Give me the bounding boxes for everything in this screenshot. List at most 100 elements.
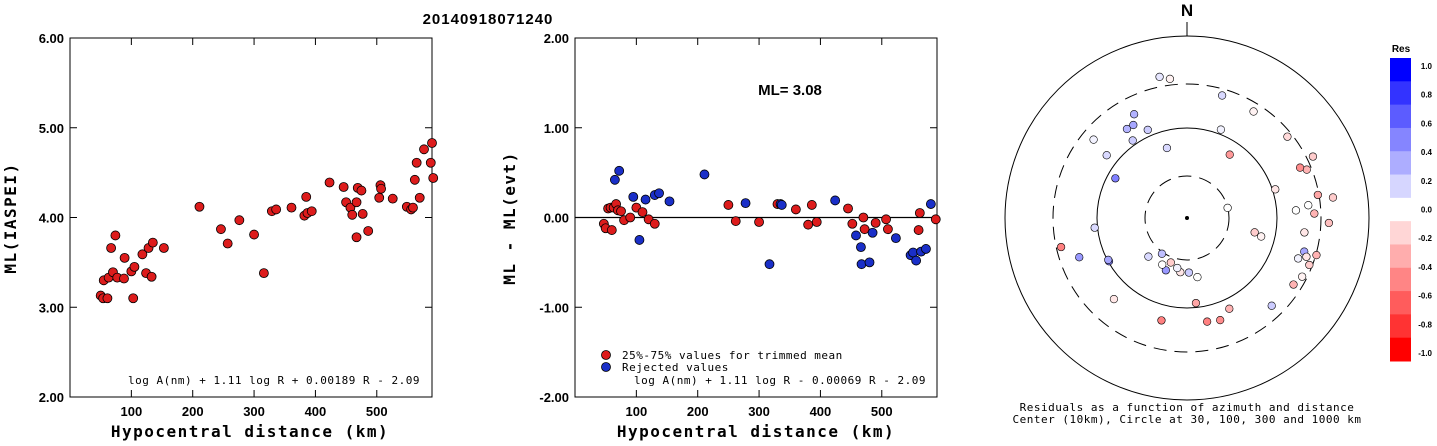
colorbar-label: 0.2 bbox=[1421, 177, 1433, 186]
station-marker bbox=[1191, 298, 1201, 308]
rejected-point bbox=[921, 244, 931, 254]
accepted-point bbox=[616, 206, 626, 217]
station-marker bbox=[1184, 268, 1194, 277]
station-marker bbox=[1324, 218, 1333, 228]
rejected-point bbox=[890, 233, 901, 244]
accepted-point bbox=[930, 214, 941, 225]
station-marker bbox=[1304, 201, 1313, 210]
station-marker bbox=[1305, 260, 1314, 270]
data-point bbox=[286, 202, 297, 213]
accepted-point bbox=[790, 204, 801, 215]
data-point bbox=[347, 209, 358, 220]
accepted-point bbox=[625, 212, 636, 223]
data-point bbox=[419, 144, 429, 155]
data-point bbox=[106, 243, 117, 253]
ring-100km bbox=[1096, 127, 1278, 309]
x-tick-label: 100 bbox=[121, 404, 143, 419]
plot-frame-left bbox=[69, 37, 433, 398]
station-marker bbox=[1271, 185, 1280, 194]
data-point bbox=[234, 215, 245, 226]
data-point bbox=[249, 229, 259, 240]
station-marker bbox=[1161, 266, 1170, 275]
y-tick-label: 4.00 bbox=[39, 211, 64, 226]
colorbar-swatch bbox=[1390, 221, 1411, 245]
rejected-point bbox=[830, 195, 841, 206]
y-axis-left: 2.00 3.00 4.00 5.00 6.00 bbox=[39, 31, 432, 405]
station-marker bbox=[1075, 253, 1084, 262]
colorbar-swatch bbox=[1390, 291, 1411, 315]
panel-polar: N Residuals as a function of azimuth and… bbox=[1004, 1, 1370, 426]
data-point bbox=[425, 157, 436, 168]
accepted-point bbox=[649, 218, 660, 229]
station-marker bbox=[1313, 190, 1322, 200]
x-tick-label: 100 bbox=[626, 404, 648, 419]
station-marker bbox=[1300, 228, 1309, 237]
station-marker bbox=[1104, 255, 1113, 264]
rejected-point bbox=[634, 235, 645, 245]
colorbar-label: 0.4 bbox=[1421, 148, 1433, 157]
x-axis-left: 100 200 300 400 500 bbox=[121, 38, 388, 419]
rejected-point bbox=[864, 257, 875, 268]
rejected-point bbox=[911, 255, 922, 266]
colorbar-swatches bbox=[1390, 58, 1411, 362]
station-marker bbox=[1102, 151, 1111, 160]
accepted-point bbox=[730, 216, 741, 226]
colorbar-swatch bbox=[1390, 244, 1411, 269]
colorbar-label: 1.0 bbox=[1421, 62, 1433, 71]
station-marker bbox=[1267, 301, 1276, 310]
stations-polar bbox=[1056, 72, 1338, 326]
colorbar-label: 0.8 bbox=[1421, 91, 1433, 100]
colorbar-swatch bbox=[1390, 314, 1411, 339]
station-marker bbox=[1225, 304, 1234, 313]
data-point bbox=[222, 238, 233, 249]
data-point bbox=[408, 202, 418, 213]
rejected-point bbox=[664, 196, 675, 207]
colorbar-label: -0.6 bbox=[1418, 292, 1432, 301]
data-point bbox=[110, 230, 121, 241]
x-axis-label-left: Hypocentral distance (km) bbox=[111, 422, 389, 441]
data-point bbox=[409, 174, 420, 185]
rejected-point bbox=[640, 194, 651, 205]
y-axis-label-left: ML(IASPEI) bbox=[1, 162, 20, 273]
station-marker bbox=[1257, 232, 1266, 241]
data-point bbox=[119, 273, 129, 284]
station-marker bbox=[1129, 120, 1138, 130]
station-marker bbox=[1165, 74, 1175, 84]
colorbar-swatch bbox=[1390, 197, 1411, 222]
accepted-point bbox=[811, 217, 822, 227]
station-marker bbox=[1158, 260, 1167, 269]
epicenter-dot bbox=[1185, 216, 1189, 220]
legend-accepted-label: 25%-75% values for trimmed mean bbox=[622, 349, 843, 362]
x-tick-label: 200 bbox=[182, 404, 204, 419]
colorbar-label: -0.8 bbox=[1418, 320, 1432, 329]
station-marker bbox=[1223, 203, 1232, 212]
station-marker bbox=[1090, 223, 1099, 232]
y-axis-middle: -2.00 -1.00 0.00 1.00 2.00 bbox=[539, 31, 937, 405]
rejected-point bbox=[764, 259, 775, 270]
x-tick-label: 500 bbox=[871, 404, 893, 419]
accepted-point bbox=[606, 225, 617, 235]
data-point bbox=[147, 237, 158, 248]
data-point bbox=[414, 192, 425, 203]
rejected-point bbox=[654, 188, 664, 199]
colorbar-label: -1.0 bbox=[1418, 349, 1432, 358]
ring-1000km bbox=[1004, 35, 1370, 401]
colorbar-swatch bbox=[1390, 58, 1411, 82]
x-axis-label-middle: Hypocentral distance (km) bbox=[617, 422, 895, 441]
data-point bbox=[427, 138, 437, 148]
station-marker bbox=[1312, 251, 1321, 260]
data-point bbox=[357, 209, 368, 219]
station-marker bbox=[1203, 317, 1212, 326]
ring-300km bbox=[1052, 83, 1322, 353]
colorbar-swatch bbox=[1390, 127, 1411, 152]
legend-accepted-marker bbox=[601, 350, 611, 360]
accepted-point bbox=[803, 219, 814, 230]
station-marker bbox=[1130, 110, 1139, 119]
accepted-point bbox=[858, 212, 869, 223]
data-point bbox=[301, 191, 312, 202]
station-marker bbox=[1111, 174, 1120, 183]
rejected-point bbox=[614, 165, 625, 176]
accepted-point bbox=[847, 218, 858, 229]
accepted-point bbox=[637, 207, 648, 218]
station-marker bbox=[1302, 252, 1311, 261]
